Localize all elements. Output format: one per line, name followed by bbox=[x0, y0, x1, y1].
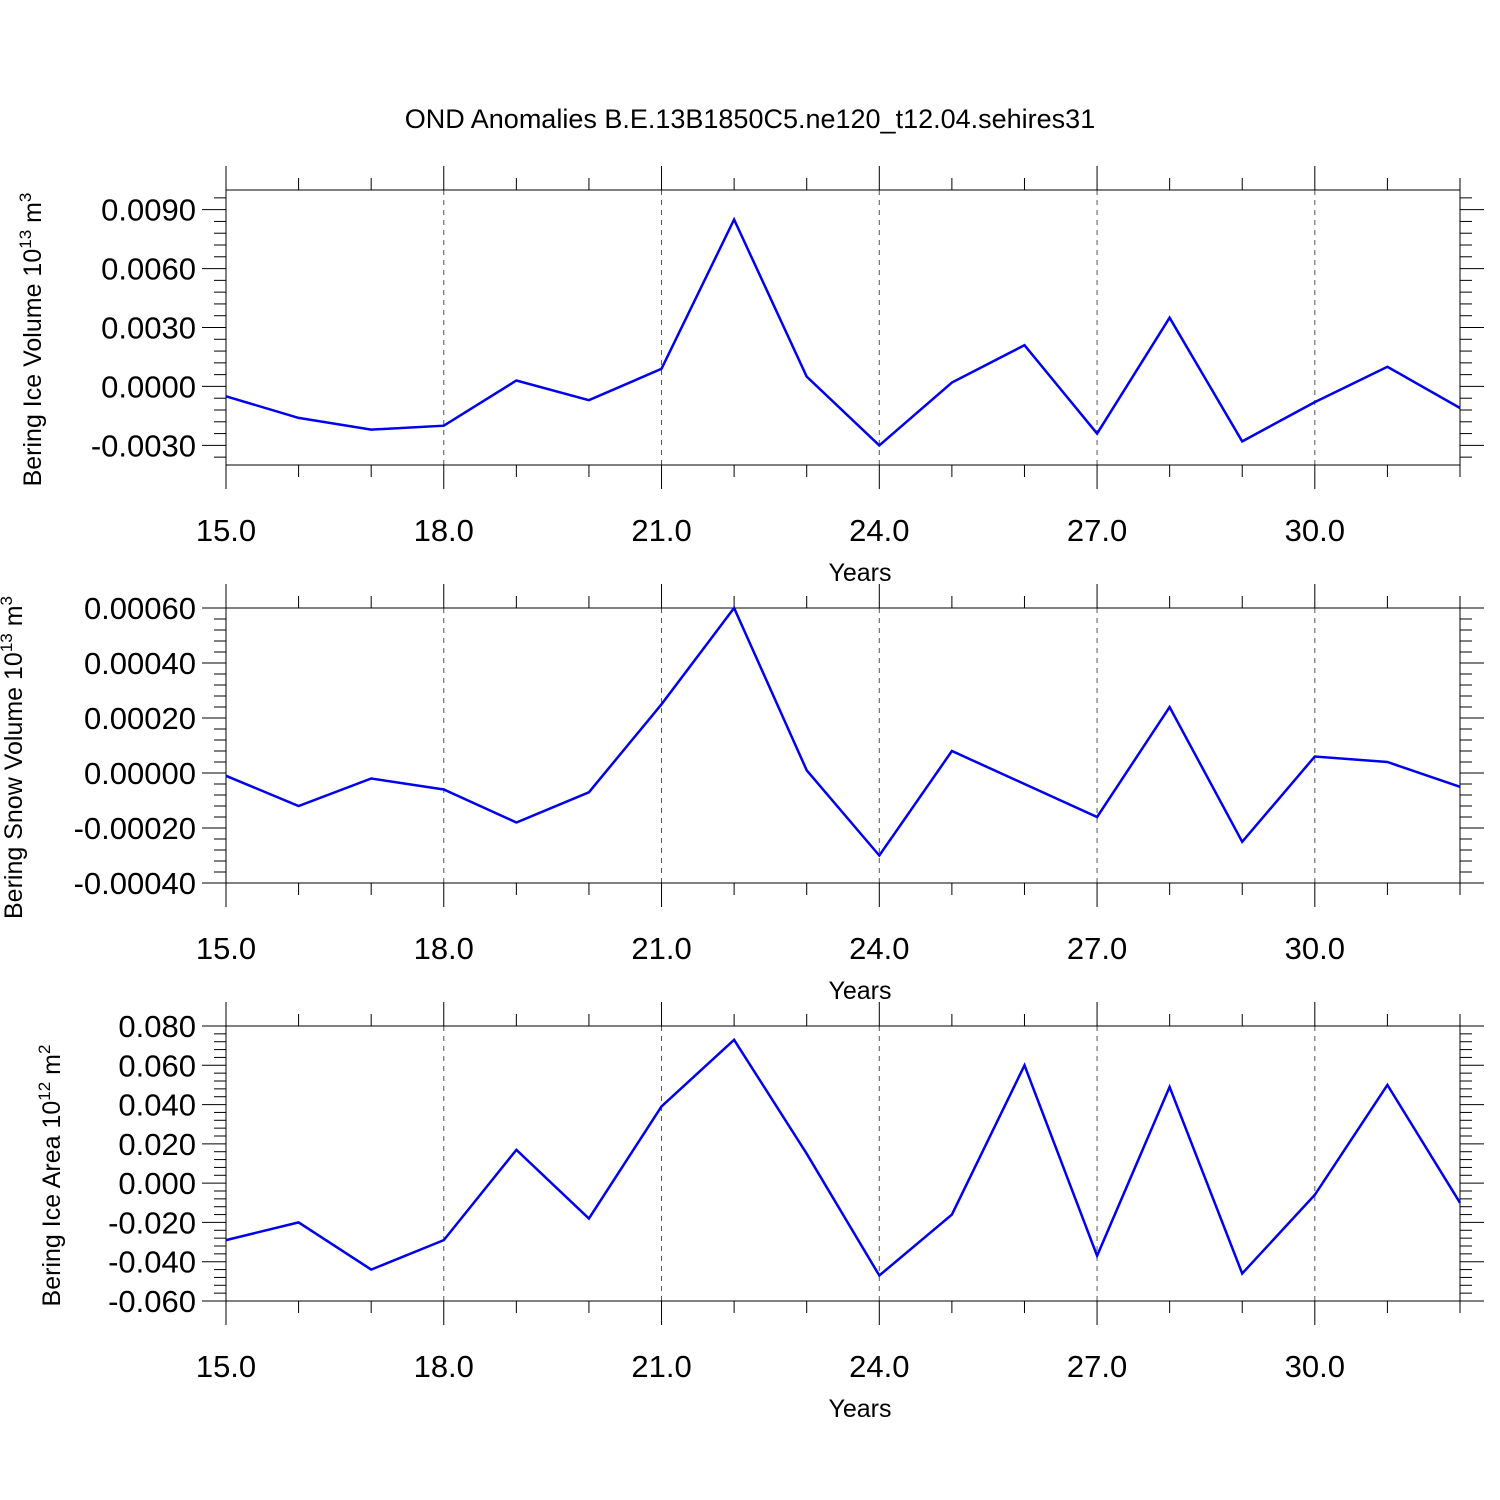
series-line bbox=[225, 1037, 1462, 1278]
x-tick-label: 21.0 bbox=[631, 1349, 691, 1384]
y-tick-label: 0.020 bbox=[118, 1127, 196, 1162]
x-tick-label: 27.0 bbox=[1067, 513, 1127, 548]
y-tick-label: 0.040 bbox=[118, 1088, 196, 1123]
y-tick-label: 0.0000 bbox=[101, 369, 196, 404]
y-axis-label-text: Bering Ice Area 10 bbox=[38, 1101, 66, 1307]
y-tick-label: 0.00060 bbox=[84, 591, 196, 626]
y-axis-label-exponent: 12 bbox=[35, 1082, 54, 1101]
chart-title: OND Anomalies B.E.13B1850C5.ne120_t12.04… bbox=[405, 104, 1095, 134]
y-tick-label: 0.080 bbox=[118, 1009, 196, 1044]
x-axis-label: Years bbox=[828, 559, 891, 587]
x-axis-label: Years bbox=[828, 1395, 891, 1423]
y-axis-label-exponent: 13 bbox=[16, 230, 35, 249]
x-tick-label: 21.0 bbox=[631, 931, 691, 966]
y-tick-label: -0.060 bbox=[108, 1284, 196, 1319]
y-tick-label: 0.00040 bbox=[84, 646, 196, 681]
x-tick-label: 24.0 bbox=[849, 1349, 909, 1384]
y-tick-label: 0.000 bbox=[118, 1166, 196, 1201]
y-axis-label-unit-exponent: 3 bbox=[16, 193, 35, 202]
y-axis-label-unit-exponent: 2 bbox=[35, 1045, 54, 1054]
x-tick-label: 30.0 bbox=[1285, 931, 1345, 966]
y-tick-label: 0.0030 bbox=[101, 311, 196, 346]
x-tick-label: 18.0 bbox=[414, 931, 474, 966]
y-tick-label: -0.040 bbox=[108, 1245, 196, 1280]
y-tick-label: 0.0090 bbox=[101, 193, 196, 228]
chart-panel-3: 15.0 18.0 21.0 24.0 27.0 30.0 Years -0.060 -0.04… bbox=[35, 1002, 1484, 1423]
y-axis-label-unit-exponent: 3 bbox=[0, 596, 16, 605]
chart-panel-1: 15.0 18.0 21.0 24.0 27.0 30.0 Years -0.0030 0.00… bbox=[16, 166, 1484, 587]
x-tick-label: 15.0 bbox=[196, 1349, 256, 1384]
y-tick-label: -0.0030 bbox=[91, 428, 196, 463]
plot-frame bbox=[225, 1025, 1461, 1302]
chart-panel-2: 15.0 18.0 21.0 24.0 27.0 30.0 Years -0.00040 -0.… bbox=[0, 584, 1484, 1005]
x-axis-label: Years bbox=[828, 977, 891, 1005]
y-axis-label-unit: m bbox=[38, 1054, 66, 1082]
y-tick-label: -0.020 bbox=[108, 1205, 196, 1240]
y-axis-label-exponent: 13 bbox=[0, 633, 16, 652]
y-axis-label-text: Bering Ice Volume 10 bbox=[19, 249, 47, 487]
x-tick-label: 27.0 bbox=[1067, 1349, 1127, 1384]
y-axis-label: Bering Snow Volume 1013 m3 bbox=[0, 596, 28, 919]
y-axis-label-text: Bering Snow Volume 10 bbox=[0, 652, 28, 919]
y-tick-label: -0.00040 bbox=[74, 866, 196, 901]
x-tick-label: 27.0 bbox=[1067, 931, 1127, 966]
y-axis-label: Bering Ice Area 1012 m2 bbox=[35, 1045, 66, 1307]
x-tick-label: 24.0 bbox=[849, 513, 909, 548]
y-tick-label: 0.00000 bbox=[84, 756, 196, 791]
series-line bbox=[225, 216, 1461, 448]
series-line bbox=[225, 605, 1461, 858]
y-axis-label-unit: m bbox=[0, 605, 28, 633]
x-tick-label: 21.0 bbox=[631, 513, 691, 548]
x-tick-label: 24.0 bbox=[849, 931, 909, 966]
x-tick-label: 30.0 bbox=[1285, 1349, 1345, 1384]
x-tick-label: 15.0 bbox=[196, 931, 256, 966]
y-axis-label-unit: m bbox=[19, 202, 47, 230]
x-tick-label: 18.0 bbox=[414, 1349, 474, 1384]
y-tick-label: 0.060 bbox=[118, 1048, 196, 1083]
y-tick-label: -0.00020 bbox=[74, 811, 196, 846]
x-tick-label: 30.0 bbox=[1285, 513, 1345, 548]
x-tick-label: 15.0 bbox=[196, 513, 256, 548]
y-axis-label: Bering Ice Volume 1013 m3 bbox=[16, 193, 47, 487]
y-tick-label: 0.0060 bbox=[101, 252, 196, 287]
x-tick-label: 18.0 bbox=[414, 513, 474, 548]
y-tick-label: 0.00020 bbox=[84, 701, 196, 736]
plot-frame bbox=[225, 607, 1461, 884]
